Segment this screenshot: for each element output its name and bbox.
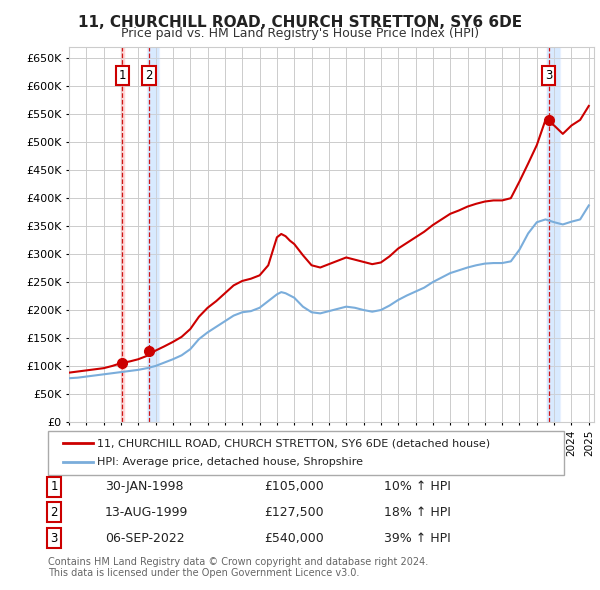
Text: 11, CHURCHILL ROAD, CHURCH STRETTON, SY6 6DE: 11, CHURCHILL ROAD, CHURCH STRETTON, SY6… bbox=[78, 15, 522, 30]
Text: 30-JAN-1998: 30-JAN-1998 bbox=[105, 480, 184, 493]
Text: Price paid vs. HM Land Registry's House Price Index (HPI): Price paid vs. HM Land Registry's House … bbox=[121, 27, 479, 40]
Text: 2: 2 bbox=[145, 68, 153, 81]
Text: 2: 2 bbox=[50, 506, 58, 519]
Text: 3: 3 bbox=[545, 68, 552, 81]
Text: 3: 3 bbox=[50, 532, 58, 545]
Bar bbox=[547, 47, 560, 422]
Text: 13-AUG-1999: 13-AUG-1999 bbox=[105, 506, 188, 519]
Bar bbox=[148, 47, 158, 422]
Text: 18% ↑ HPI: 18% ↑ HPI bbox=[384, 506, 451, 519]
Bar bbox=[121, 47, 124, 422]
Text: £127,500: £127,500 bbox=[264, 506, 323, 519]
Bar bbox=[547, 47, 559, 422]
Text: Contains HM Land Registry data © Crown copyright and database right 2024.: Contains HM Land Registry data © Crown c… bbox=[48, 557, 428, 566]
Bar bbox=[121, 47, 124, 422]
Text: 1: 1 bbox=[119, 68, 126, 81]
Text: 1: 1 bbox=[50, 480, 58, 493]
Text: 06-SEP-2022: 06-SEP-2022 bbox=[105, 532, 185, 545]
Text: This data is licensed under the Open Government Licence v3.0.: This data is licensed under the Open Gov… bbox=[48, 569, 359, 578]
Bar bbox=[148, 47, 158, 422]
Text: HPI: Average price, detached house, Shropshire: HPI: Average price, detached house, Shro… bbox=[97, 457, 363, 467]
Text: £540,000: £540,000 bbox=[264, 532, 324, 545]
Text: 39% ↑ HPI: 39% ↑ HPI bbox=[384, 532, 451, 545]
Text: 11, CHURCHILL ROAD, CHURCH STRETTON, SY6 6DE (detached house): 11, CHURCHILL ROAD, CHURCH STRETTON, SY6… bbox=[97, 438, 490, 448]
Text: £105,000: £105,000 bbox=[264, 480, 324, 493]
Text: 10% ↑ HPI: 10% ↑ HPI bbox=[384, 480, 451, 493]
